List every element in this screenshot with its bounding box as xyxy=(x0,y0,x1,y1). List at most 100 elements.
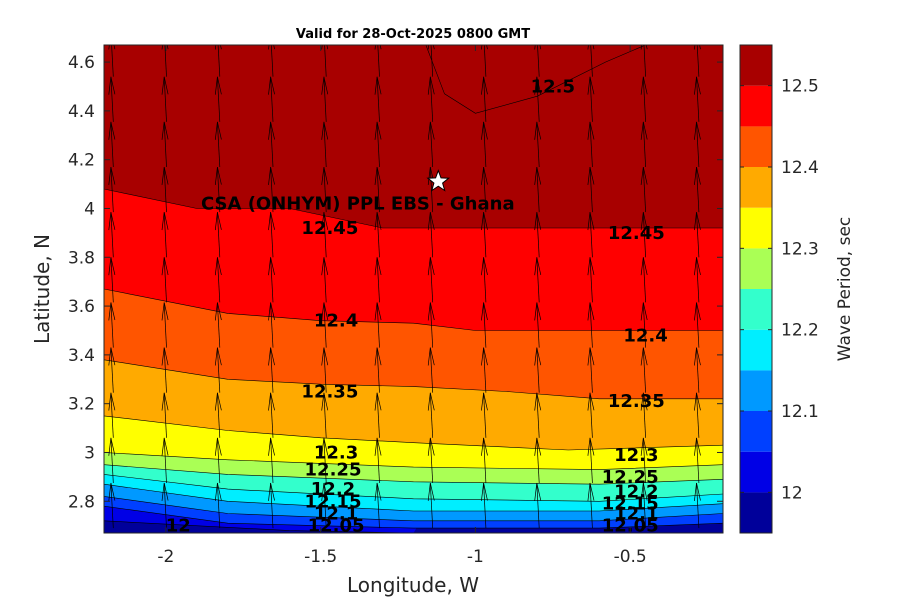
colorbar-swatch xyxy=(740,492,772,533)
contour-line-12.05 xyxy=(104,505,723,529)
wave-arrow xyxy=(321,45,329,77)
chart-title: Valid for 28-Oct-2025 0800 GMT xyxy=(296,27,530,42)
wave-arrow xyxy=(694,392,701,438)
wave-arrow-head xyxy=(108,302,116,321)
contour-label: 12.05 xyxy=(308,516,365,537)
wave-arrow xyxy=(161,302,169,348)
wave-arrow-head xyxy=(108,482,116,501)
wave-arrow-shaft xyxy=(110,257,114,303)
wave-arrow-head xyxy=(640,437,648,456)
wave-arrow-shaft xyxy=(483,167,487,213)
wave-arrow xyxy=(481,167,488,213)
wave-arrow-head xyxy=(321,76,329,95)
wave-arrow-head xyxy=(694,302,701,321)
wave-arrow xyxy=(108,347,116,393)
wave-arrow xyxy=(481,76,488,122)
wave-arrow-shaft xyxy=(163,392,167,438)
wave-arrow-head xyxy=(108,257,116,276)
wave-arrow-shaft xyxy=(163,437,167,484)
x-axis-label: Longitude, W xyxy=(347,573,479,597)
wave-arrow xyxy=(374,167,382,213)
wave-arrow xyxy=(108,45,116,77)
contour-label: 12.3 xyxy=(614,445,658,466)
contour-label: 12 xyxy=(166,516,191,537)
y-tick-label: 4.6 xyxy=(68,53,95,73)
wave-arrow xyxy=(268,212,275,258)
wave-arrow xyxy=(321,212,329,258)
wave-arrow xyxy=(214,167,222,213)
wave-arrow xyxy=(427,76,435,122)
wave-arrow-shaft xyxy=(536,347,540,393)
wave-arrow xyxy=(321,437,329,484)
wave-arrow-head xyxy=(214,167,222,185)
wave-arrow-head xyxy=(108,392,116,411)
contour-label: 12.2 xyxy=(311,479,355,500)
wave-arrow xyxy=(694,45,701,77)
wave-arrow-head xyxy=(268,167,275,185)
colorbar-swatch xyxy=(740,329,772,371)
colorbar-swatch xyxy=(740,248,772,289)
wave-arrow-shaft xyxy=(323,482,327,529)
wave-arrow xyxy=(694,302,701,348)
wave-arrow xyxy=(587,76,595,122)
contour-line-12.15 xyxy=(104,483,723,512)
wave-arrow-head xyxy=(640,76,648,95)
wave-arrow-head xyxy=(427,392,435,411)
wave-arrow-shaft xyxy=(270,257,274,303)
wave-arrow-shaft xyxy=(642,347,646,393)
wave-arrow xyxy=(214,121,222,168)
wave-arrow-shaft xyxy=(217,482,221,529)
wave-arrow-head xyxy=(321,212,329,231)
wave-arrow-head xyxy=(534,121,542,140)
colorbar-tick-label: 12.1 xyxy=(781,402,819,422)
wave-arrow-shaft xyxy=(376,392,380,438)
wave-arrow-shaft xyxy=(376,212,380,258)
wave-arrow-shaft xyxy=(323,212,327,258)
wave-arrow-shaft xyxy=(696,347,700,393)
wave-arrow-shaft xyxy=(376,347,380,393)
wave-arrow xyxy=(481,212,488,258)
wave-arrow-head xyxy=(268,347,275,366)
wave-arrow xyxy=(534,45,542,77)
wave-arrow-head xyxy=(587,437,595,456)
wave-arrow xyxy=(694,121,701,168)
contour-label: 12.25 xyxy=(602,467,659,488)
y-axis-label: Latitude, N xyxy=(30,234,54,344)
wave-arrow-head xyxy=(481,347,488,366)
wave-arrow-shaft xyxy=(536,167,540,213)
wave-arrow-head xyxy=(587,302,595,321)
wave-arrow xyxy=(481,347,488,393)
site-star-icon xyxy=(426,169,451,192)
wave-arrow xyxy=(268,76,275,122)
wave-arrow-shaft xyxy=(589,392,593,438)
y-tick-label: 3.4 xyxy=(68,346,95,366)
colorbar-swatch xyxy=(740,167,772,208)
wave-arrow-head xyxy=(534,257,542,276)
y-axis: 2.8 3 3.2 3.4 3.6 3.8 4 4.2 4.4 4.6 xyxy=(68,53,723,512)
wave-arrow-shaft xyxy=(217,76,221,122)
wave-arrow-shaft xyxy=(217,257,221,303)
wave-arrow-shaft xyxy=(270,437,274,484)
contour-line-12.3 xyxy=(104,452,723,470)
wave-arrow xyxy=(108,437,116,484)
wave-arrow xyxy=(534,347,542,393)
wave-arrow-shaft xyxy=(429,167,434,213)
wave-arrow-shaft xyxy=(590,45,593,77)
colorbar-swatch xyxy=(740,411,772,452)
wave-arrow xyxy=(108,121,116,168)
wave-arrow-head xyxy=(694,437,701,456)
wave-arrow-shaft xyxy=(537,45,540,77)
colorbar-swatch xyxy=(740,85,772,127)
wave-arrow-shaft xyxy=(429,212,434,258)
x-axis: -2 -1.5 -1 -0.5 xyxy=(157,45,647,567)
wave-arrow-shaft xyxy=(429,482,434,529)
wave-arrow-head xyxy=(427,302,435,321)
wave-arrow-head xyxy=(108,437,116,456)
wave-arrow xyxy=(374,257,382,303)
wave-arrow-head xyxy=(534,167,542,185)
contour-label: 12.4 xyxy=(314,311,358,332)
wave-arrow xyxy=(640,437,648,484)
contour-label: 12.1 xyxy=(614,504,658,525)
wave-arrow-shaft xyxy=(536,302,540,348)
